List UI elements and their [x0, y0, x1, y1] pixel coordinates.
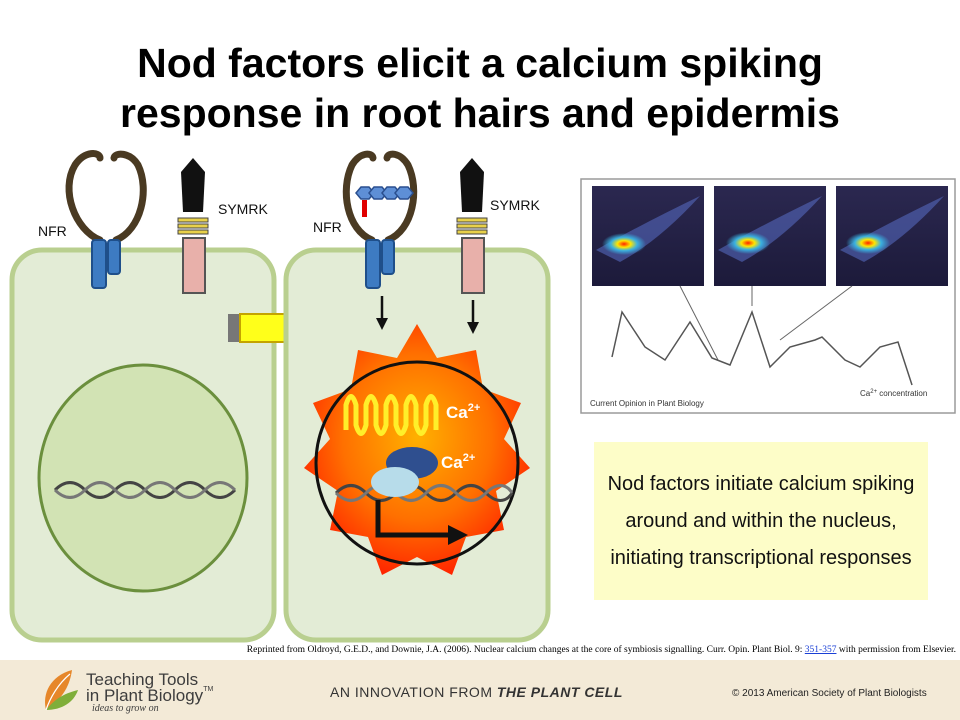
light-blue-protein [371, 467, 419, 497]
slide-title-line-2: response in root hairs and epidermis [120, 90, 840, 136]
diagram: NFR SYMRK Ca2+ Ca2+ [9, 150, 956, 643]
citation-text: Reprinted from Oldroyd, G.E.D., and Down… [246, 645, 805, 655]
imaging-caption-right: Ca2+ concentration [860, 389, 927, 398]
imaging-caption-left: Current Opinion in Plant Biology [590, 399, 704, 408]
slide-title: Nod factors elicit a calcium spiking res… [0, 38, 960, 138]
calcium-concentration-trace [611, 309, 913, 386]
innovation-brand: THE PLANT CELL [496, 684, 623, 700]
root-hair-image-1 [592, 186, 704, 286]
calcium-spike-wave [343, 394, 439, 436]
right-dna-helix [334, 484, 514, 502]
symrk-signal-arrow [467, 300, 479, 334]
logo-trademark: TM [203, 686, 214, 693]
nod-factor-molecule [355, 186, 414, 217]
logo-line-2: in Plant BiologyTM [86, 686, 213, 706]
explanation-callout: Nod factors initiate calcium spiking aro… [594, 442, 928, 600]
right-symrk-receptor [456, 158, 488, 294]
ca-label-2: Ca2+ [441, 452, 475, 472]
left-cell: NFR SYMRK [9, 150, 277, 643]
slide-title-line-1: Nod factors elicit a calcium spiking [137, 40, 823, 86]
right-nucleus [314, 360, 520, 566]
explanation-text: Nod factors initiate calcium spiking aro… [607, 472, 915, 569]
right-symrk-label: SYMRK [490, 197, 540, 213]
innovation-statement: AN INNOVATION FROM THE PLANT CELL [330, 684, 623, 700]
left-nucleus [37, 363, 249, 593]
ca-label-1: Ca2+ [446, 402, 480, 422]
image-to-trace-connectors [679, 285, 853, 361]
left-symrk-label: SYMRK [218, 201, 268, 217]
citation: Reprinted from Oldroyd, G.E.D., and Down… [150, 645, 956, 655]
logo-line-2-text: in Plant Biology [86, 686, 204, 705]
root-hair-image-2 [714, 186, 826, 286]
transcription-arrow [375, 500, 468, 545]
teaching-tools-leaf-icon [45, 670, 78, 711]
root-hair-image-3 [836, 186, 948, 286]
right-nfr-receptor [342, 150, 418, 289]
footer-bar [0, 660, 960, 720]
left-nfr-label: NFR [38, 223, 67, 239]
right-nfr-label: NFR [313, 219, 342, 235]
citation-suffix: with permission from Elsevier. [836, 645, 956, 655]
logo-line-1: Teaching Tools [86, 670, 199, 689]
citation-pages-link[interactable]: 351-357 [804, 645, 837, 655]
logo-tagline: ideas to grow on [92, 703, 159, 714]
left-dna-helix [53, 481, 237, 499]
left-symrk-receptor [177, 158, 209, 294]
imaging-panel: Current Opinion in Plant Biology Ca2+ co… [580, 178, 956, 414]
right-cell: Ca2+ Ca2+ NFR [283, 150, 551, 643]
left-nfr-receptor [65, 150, 147, 289]
copyright-notice: © 2013 American Society of Plant Biologi… [732, 688, 927, 699]
nfr-signal-arrow [376, 296, 388, 330]
innovation-prefix: AN INNOVATION FROM [330, 684, 497, 700]
